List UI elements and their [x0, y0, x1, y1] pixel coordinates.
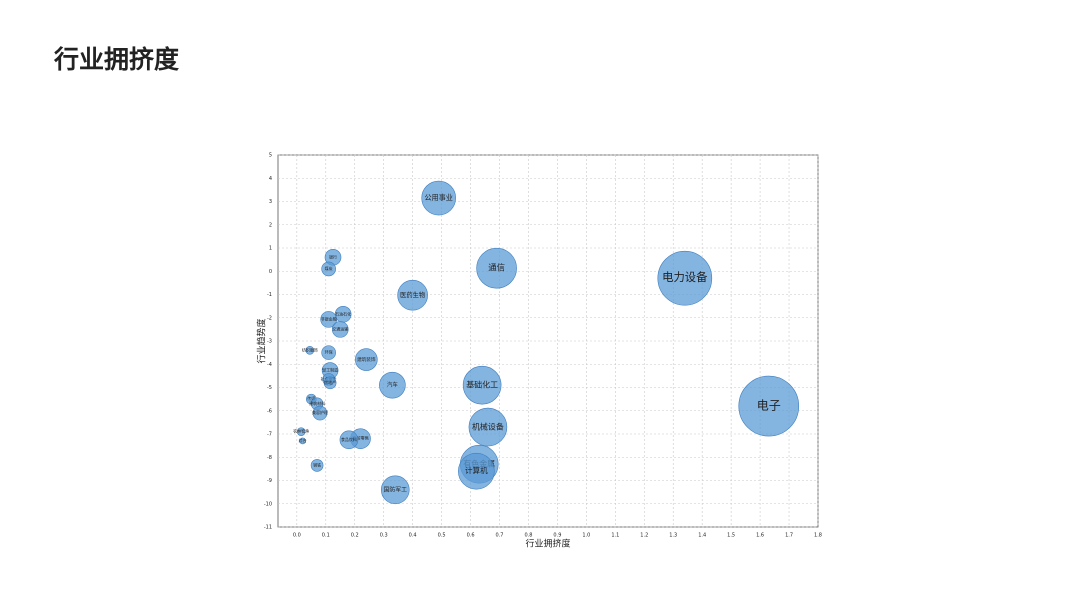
- bubble-label: 交通运输: [332, 325, 348, 331]
- bubble: [339, 430, 359, 450]
- bubble-label: 基础化工: [466, 380, 498, 390]
- bubble-label: 美容护理: [312, 409, 328, 415]
- slide-title: 行业拥挤度: [53, 45, 179, 74]
- bubble-label: 非银金融: [321, 315, 337, 321]
- bubble-label: 环保: [325, 349, 333, 355]
- bubble: [305, 345, 315, 355]
- bubble: [476, 247, 517, 289]
- x-tick-label: 0.8: [524, 533, 532, 539]
- bubble: [331, 321, 349, 338]
- x-tick-label: 0.9: [553, 533, 561, 539]
- y-tick-label: -4: [267, 362, 272, 368]
- bubble: [323, 376, 337, 390]
- y-tick-label: 0: [269, 269, 272, 275]
- y-tick-label: -7: [267, 432, 272, 438]
- bubble-label: 建筑材料: [309, 400, 325, 406]
- bubble-label: 通信: [488, 263, 505, 273]
- y-tick-label: 3: [269, 199, 272, 205]
- bubble: [321, 261, 336, 277]
- bubble-label: 电子: [757, 399, 781, 413]
- y-tick-label: 1: [269, 246, 272, 252]
- x-tick-label: 1.7: [785, 533, 793, 539]
- y-tick-label: -10: [264, 501, 272, 507]
- bubble-label: 银行: [329, 253, 337, 259]
- bubble-label: 石油石化: [335, 310, 351, 316]
- y-tick-label: -9: [267, 478, 272, 484]
- bubble-label: 综合: [299, 437, 307, 443]
- bubble-label: 纺织服饰: [302, 346, 318, 352]
- x-tick-label: 1.3: [669, 533, 677, 539]
- x-tick-label: 1.8: [814, 533, 822, 539]
- bubble-label: 煤炭: [325, 265, 333, 271]
- y-tick-label: -5: [267, 385, 272, 391]
- bubble-label: 建筑装饰: [357, 356, 376, 363]
- x-tick-label: 1.0: [582, 533, 590, 539]
- y-tick-label: -11: [264, 525, 272, 531]
- bubble-label: 钢铁: [313, 461, 321, 467]
- x-tick-label: 0.7: [496, 533, 504, 539]
- bubble-label: 房地产: [324, 379, 336, 385]
- bubble: [458, 452, 495, 490]
- y-axis-label: 行业趋势度: [256, 318, 268, 363]
- y-tick-label: 5: [269, 153, 272, 159]
- y-tick-label: -1: [267, 292, 272, 298]
- bubble: [657, 250, 713, 306]
- bubble: [468, 407, 508, 447]
- x-tick-label: 1.2: [640, 533, 648, 539]
- x-tick-label: 1.4: [698, 533, 706, 539]
- bubble: [320, 311, 337, 328]
- bubble-label: 机械设备: [472, 422, 504, 432]
- bubble: [321, 345, 336, 360]
- bubble-label: 公用事业: [424, 193, 453, 202]
- bubble: [397, 279, 428, 311]
- bubble: [421, 180, 456, 216]
- y-tick-label: -2: [267, 315, 272, 321]
- y-tick-label: 2: [269, 222, 272, 228]
- bubble: [310, 459, 324, 472]
- bubble: [296, 427, 306, 436]
- y-tick-label: -6: [267, 408, 272, 414]
- bubble-label: 传媒: [307, 395, 315, 401]
- bubble: [462, 365, 502, 405]
- bubble-label: 电力设备: [662, 270, 708, 284]
- bubble-label: 计算机: [465, 465, 488, 475]
- x-tick-label: 1.6: [756, 533, 764, 539]
- x-tick-label: 1.5: [727, 533, 735, 539]
- bubble: [380, 475, 410, 505]
- bubble: [379, 371, 406, 399]
- bubble: [738, 375, 800, 437]
- x-tick-label: 0.6: [467, 533, 475, 539]
- bubble: [299, 437, 306, 445]
- bubble-label: 医药生物: [400, 290, 425, 299]
- bubble: [312, 405, 328, 421]
- x-tick-label: 0.5: [438, 533, 446, 539]
- x-tick-label: 0.4: [409, 533, 417, 539]
- x-axis-label: 行业拥挤度: [525, 538, 570, 550]
- y-tick-label: -3: [267, 339, 272, 345]
- bubble-label: 汽车: [387, 381, 398, 389]
- bubble-label: 商贸零售: [352, 435, 369, 442]
- x-tick-label: 0.3: [380, 533, 388, 539]
- bubble: [355, 348, 378, 371]
- y-tick-label: 4: [269, 176, 272, 182]
- bubble-label: 食品饮料: [341, 436, 357, 442]
- y-tick-label: -8: [267, 455, 272, 461]
- bubble-label: 轻工制造: [322, 367, 338, 373]
- x-tick-label: 0.1: [322, 533, 330, 539]
- bubble-label: 农林牧渔: [293, 428, 309, 434]
- x-tick-label: 0.0: [293, 533, 301, 539]
- bubble-label: 国防军工: [384, 485, 408, 493]
- x-tick-label: 0.2: [351, 533, 359, 539]
- x-tick-label: 1.1: [611, 533, 619, 539]
